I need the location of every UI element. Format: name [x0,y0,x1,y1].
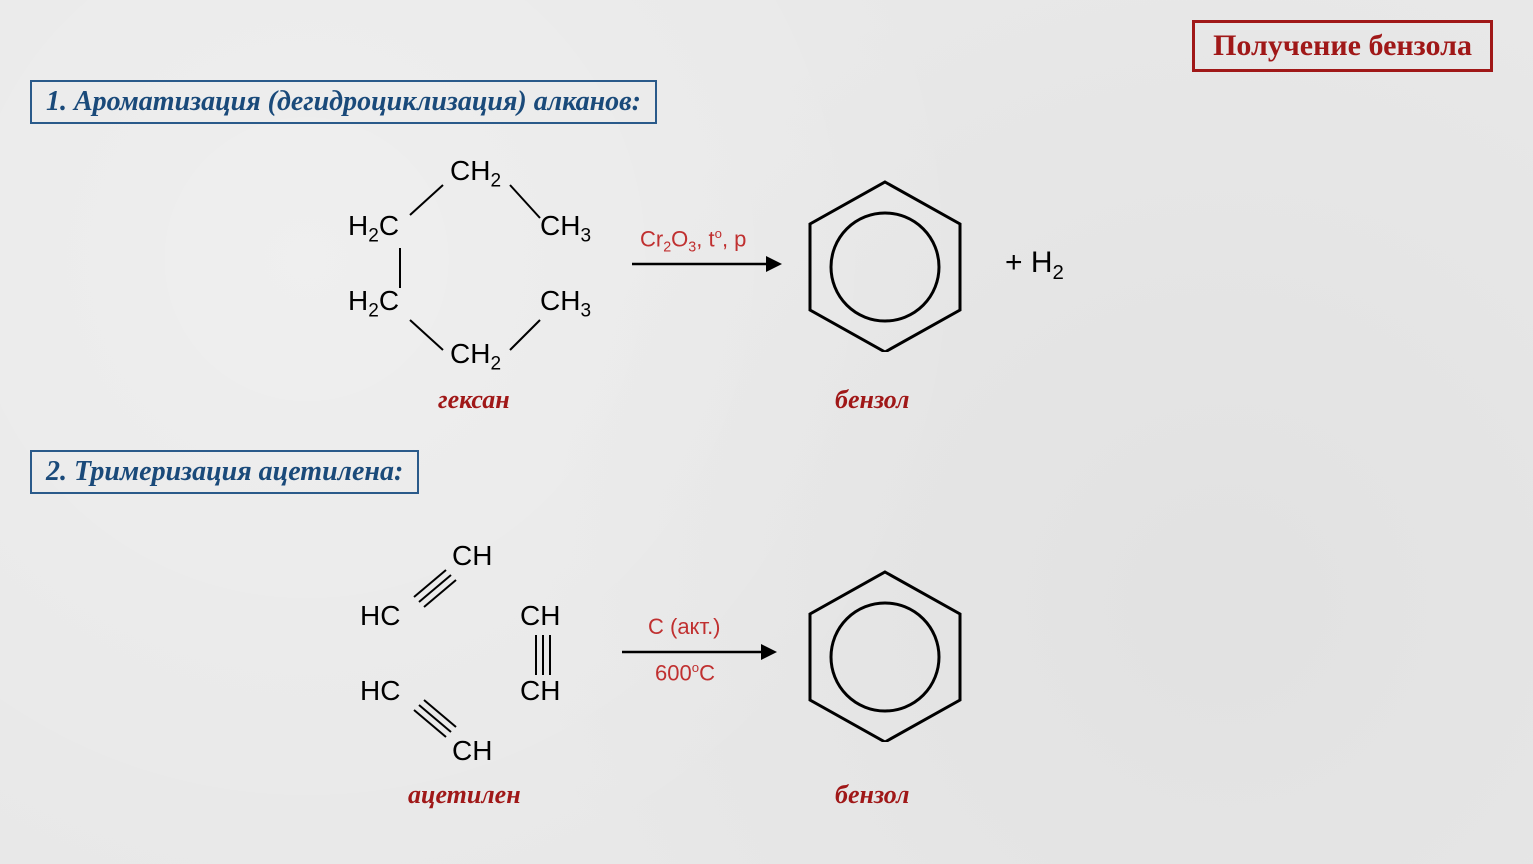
acetylene-bonds [350,535,610,775]
reaction2-condition-top: C (акт.) [648,614,721,640]
reaction1-arrow [630,252,785,276]
label-hexane: гексан [438,385,510,415]
heading-aromatization: 1. Ароматизация (дегидроциклизация) алка… [30,80,657,124]
label-benzene-2: бензол [835,780,909,810]
benzene-ring-1 [800,172,970,352]
heading-trimerization: 2. Тримеризация ацетилена: [30,450,419,494]
label-acetylene: ацетилен [408,780,521,810]
hexane-bonds [340,150,620,380]
benzene-ring-2 [800,562,970,742]
reaction2-condition-bottom: 600oC [655,660,715,686]
reaction1-product-h2: + H2 [1005,246,1064,285]
title-box: Получение бензола [1192,20,1493,72]
label-benzene-1: бензол [835,385,909,415]
